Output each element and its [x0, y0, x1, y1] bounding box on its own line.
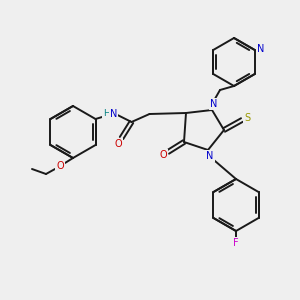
- Text: N: N: [257, 44, 265, 54]
- Text: O: O: [159, 150, 167, 160]
- Text: N: N: [110, 109, 117, 119]
- Text: N: N: [206, 151, 214, 161]
- Text: H: H: [103, 109, 110, 118]
- Text: O: O: [56, 161, 64, 171]
- Text: N: N: [210, 99, 218, 109]
- Text: F: F: [233, 238, 239, 248]
- Text: S: S: [244, 113, 250, 123]
- Text: O: O: [115, 139, 122, 149]
